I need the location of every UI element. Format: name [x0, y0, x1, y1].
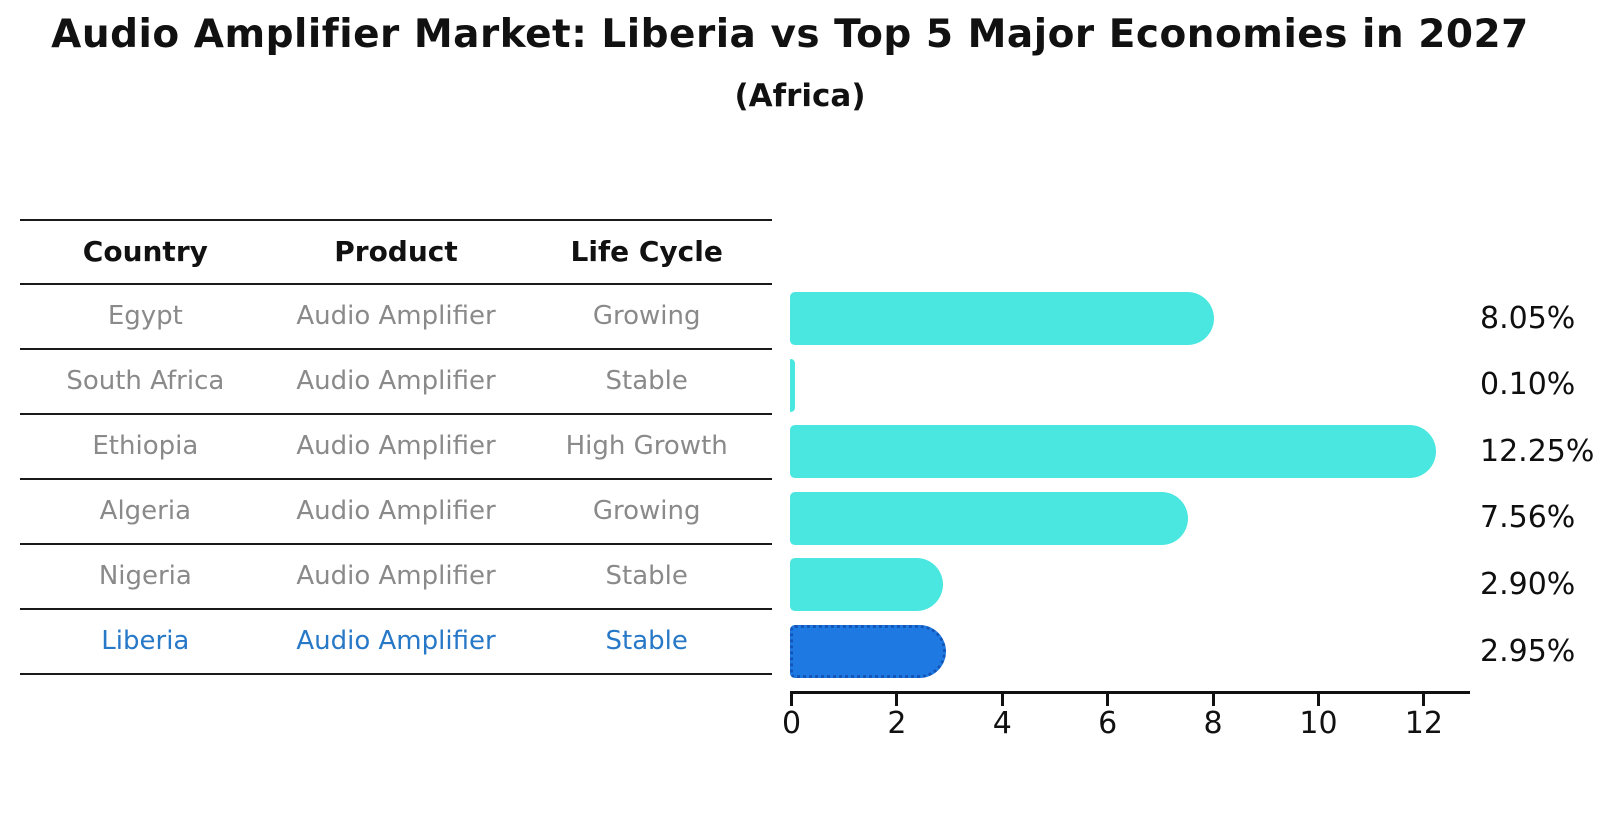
table-cell-product: Audio Amplifier	[296, 366, 496, 396]
table-cell-product: Audio Amplifier	[296, 561, 496, 591]
chart-subtitle: (Africa)	[734, 78, 866, 114]
x-tick-mark	[1106, 694, 1110, 706]
bar-ethiopia	[790, 425, 1436, 479]
x-tick-mark	[790, 694, 793, 706]
table-row-liberia: Liberia Audio Amplifier Stable	[20, 608, 772, 673]
table-cell-country: Egypt	[107, 301, 183, 331]
bar-nigeria	[790, 558, 943, 612]
table-body: Egypt Audio Amplifier Growing South Africa A…	[20, 283, 772, 673]
table-cell-life-cycle: Stable	[605, 366, 688, 396]
table-header-country: Country	[82, 235, 208, 268]
table-row-ethiopia: Ethiopia Audio Amplifier High Growth	[20, 413, 772, 478]
bar-algeria	[790, 491, 1189, 545]
table-cell-life-cycle: Stable	[605, 626, 688, 656]
x-tick-label: 4	[992, 706, 1012, 741]
country-table: Country Product Life Cycle Egypt Audio Ampl…	[20, 219, 772, 675]
table-cell-product: Audio Amplifier	[296, 626, 496, 656]
x-tick-label: 12	[1404, 706, 1443, 741]
x-tick-mark	[895, 694, 899, 706]
x-tick-label: 0	[781, 706, 802, 741]
table-row-egypt: Egypt Audio Amplifier Growing	[20, 283, 772, 348]
chart-title: Audio Amplifier Market: Liberia vs Top 5…	[51, 12, 1529, 57]
value-label-liberia: 2.95%	[1480, 633, 1576, 669]
table-row-algeria: Algeria Audio Amplifier Growing	[20, 478, 772, 543]
table-cell-product: Audio Amplifier	[296, 496, 496, 526]
bar-egypt	[790, 292, 1215, 345]
table-cell-country: Ethiopia	[92, 431, 199, 461]
x-tick-label: 6	[1098, 706, 1118, 741]
x-tick-label: 8	[1203, 706, 1223, 741]
table-header-life-cycle: Life Cycle	[570, 235, 723, 268]
x-tick-label: 10	[1299, 706, 1338, 741]
table-cell-life-cycle: Growing	[592, 301, 701, 331]
table-cell-country: Liberia	[101, 626, 190, 656]
table-cell-product: Audio Amplifier	[296, 431, 496, 461]
table-header-row: Country Product Life Cycle	[20, 219, 772, 283]
table-cell-country: Algeria	[99, 496, 192, 526]
x-axis-line	[790, 691, 1470, 694]
value-label-ethiopia: 12.25%	[1480, 433, 1595, 469]
x-tick-mark	[1317, 694, 1320, 706]
table-cell-life-cycle: High Growth	[565, 431, 728, 461]
table-row-south-africa: South Africa Audio Amplifier Stable	[20, 348, 772, 413]
bar-south-africa	[790, 358, 796, 412]
x-tick-label: 2	[887, 706, 907, 741]
x-tick-mark	[1211, 694, 1215, 706]
value-label-algeria: 7.56%	[1480, 500, 1576, 536]
x-tick-mark	[1422, 694, 1426, 706]
table-cell-country: Nigeria	[98, 561, 192, 591]
table-cell-life-cycle: Stable	[605, 561, 688, 591]
value-label-nigeria: 2.90%	[1480, 566, 1576, 602]
table-header-product: Product	[334, 235, 458, 268]
value-label-egypt: 8.05%	[1480, 300, 1576, 336]
table-cell-country: South Africa	[66, 366, 225, 396]
table-cell-life-cycle: Growing	[592, 496, 701, 526]
value-label-south-africa: 0.10%	[1480, 367, 1576, 403]
x-tick-mark	[1000, 694, 1004, 706]
table-cell-product: Audio Amplifier	[296, 301, 496, 331]
bar-liberia	[790, 625, 946, 678]
table-row-nigeria: Nigeria Audio Amplifier Stable	[20, 543, 772, 608]
